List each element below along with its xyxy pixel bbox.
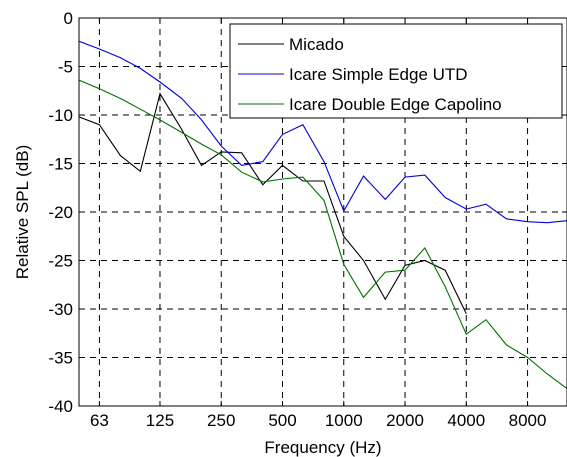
- y-axis-label: Relative SPL (dB): [13, 145, 32, 279]
- x-tick-label: 500: [268, 411, 296, 430]
- x-tick-label: 250: [207, 411, 235, 430]
- y-tick-label: -40: [48, 397, 73, 416]
- legend-label-2: Icare Simple Edge UTD: [289, 65, 468, 84]
- x-tick-label: 8000: [509, 411, 547, 430]
- plot-area-frame: [78, 17, 567, 407]
- series-lines: [79, 40, 567, 389]
- series-line-2: [79, 40, 567, 224]
- y-tick-label: -35: [48, 349, 73, 368]
- legend-box: [229, 23, 563, 119]
- x-tick-label: 63: [90, 411, 109, 430]
- y-axis-ticks: 0 -5 -10 -15 -20 -25 -30 -35 -40: [48, 9, 567, 416]
- legend-label-3: Icare Double Edge Capolino: [289, 95, 502, 114]
- x-tick-label: 1000: [325, 411, 363, 430]
- series-line-3: [79, 79, 567, 389]
- x-tick-label: 4000: [447, 411, 485, 430]
- x-tick-label: 2000: [386, 411, 424, 430]
- x-tick-label: 125: [146, 411, 174, 430]
- y-tick-label: -25: [48, 252, 73, 271]
- y-tick-label: 0: [64, 9, 73, 28]
- x-axis-label: Frequency (Hz): [264, 438, 381, 457]
- series-group: [79, 40, 567, 389]
- y-tick-label: -10: [48, 106, 73, 125]
- legend-label-1: Micado: [289, 35, 344, 54]
- y-tick-label: -5: [58, 58, 73, 77]
- y-tick-label: -20: [48, 203, 73, 222]
- y-tick-label: -15: [48, 155, 73, 174]
- grid: [79, 18, 567, 406]
- legend: Micado Icare Simple Edge UTD Icare Double …: [229, 23, 563, 119]
- x-axis-ticks: 63 125 250 500 1000 2000 4000 8000: [90, 18, 547, 430]
- y-tick-label: -30: [48, 300, 73, 319]
